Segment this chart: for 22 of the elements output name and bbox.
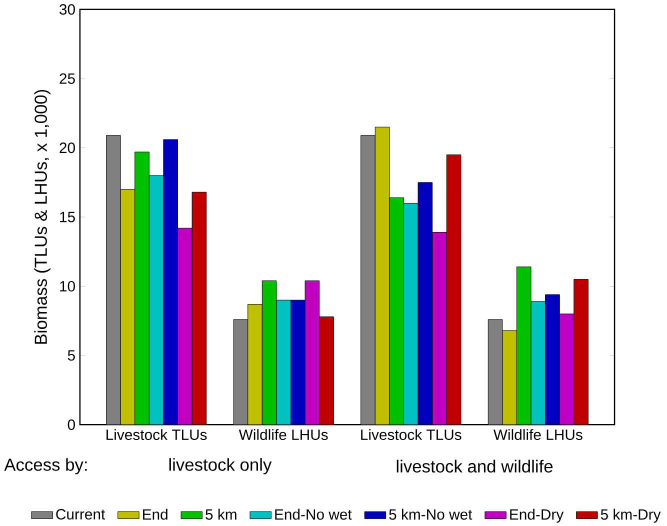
legend-label: Current	[56, 508, 106, 520]
y-axis-title: Biomass (TLUs & LHUs, x 1,000)	[34, 90, 50, 344]
y-tick-label: 30	[60, 4, 75, 14]
x-tick-label: Livestock TLUs	[106, 428, 207, 440]
legend-label: End-No wet	[275, 508, 352, 520]
legend-label: 5 km-No wet	[389, 508, 472, 520]
x-tick-label: Wildlife LHUs	[238, 428, 328, 440]
legend-label: 5 km	[206, 508, 236, 520]
legend-label: End-Dry	[510, 508, 564, 522]
x-tick-label: Livestock TLUs	[361, 428, 462, 440]
legend-label: 5 km-Dry	[600, 508, 661, 522]
text: livestock only	[169, 458, 272, 474]
y-tick-label: 10	[60, 280, 75, 292]
y-tick-label: 0	[68, 419, 75, 430]
legend-label: End	[143, 508, 168, 520]
y-tick-label: 5	[68, 350, 75, 360]
text: livestock and wildlife	[396, 460, 553, 472]
text: Access by:	[4, 458, 87, 474]
x-tick-label: Wildlife LHUs	[493, 428, 582, 440]
y-tick-label: 25	[60, 73, 75, 84]
y-tick-label: 15	[60, 212, 75, 222]
y-tick-label: 20	[60, 142, 75, 153]
